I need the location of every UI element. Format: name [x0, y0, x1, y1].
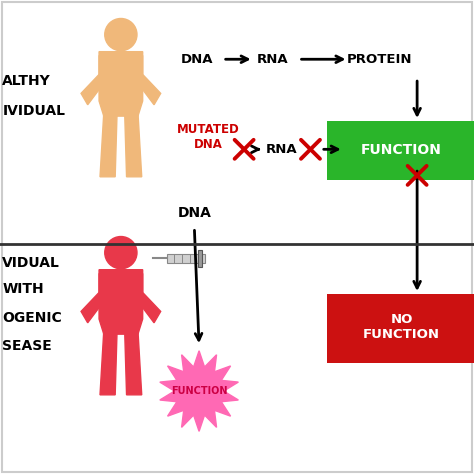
Polygon shape	[99, 270, 143, 334]
Text: RNA: RNA	[266, 143, 298, 156]
Polygon shape	[99, 52, 143, 116]
Text: FUNCTION: FUNCTION	[361, 143, 442, 157]
Text: WITH: WITH	[2, 282, 44, 296]
Text: FUNCTION: FUNCTION	[171, 386, 228, 396]
Text: PROTEIN: PROTEIN	[346, 143, 412, 156]
FancyBboxPatch shape	[327, 121, 474, 180]
Polygon shape	[81, 273, 105, 323]
Polygon shape	[125, 330, 142, 395]
Text: IVIDUAL: IVIDUAL	[2, 104, 65, 118]
Circle shape	[105, 237, 137, 269]
Polygon shape	[137, 55, 161, 105]
Text: DNA: DNA	[181, 53, 213, 66]
Text: VIDUAL: VIDUAL	[2, 256, 60, 270]
Text: SEASE: SEASE	[2, 339, 52, 353]
Polygon shape	[100, 330, 117, 395]
Text: OGENIC: OGENIC	[2, 310, 62, 325]
Text: NO
FUNCTION: NO FUNCTION	[363, 313, 440, 341]
Polygon shape	[81, 55, 105, 105]
Polygon shape	[137, 273, 161, 323]
Text: MUTATED
DNA: MUTATED DNA	[177, 123, 240, 152]
Text: RNA: RNA	[257, 53, 288, 66]
Text: DNA: DNA	[177, 206, 211, 220]
FancyBboxPatch shape	[167, 254, 205, 263]
FancyBboxPatch shape	[327, 294, 474, 363]
Polygon shape	[100, 112, 117, 177]
Polygon shape	[160, 351, 238, 431]
Text: ALTHY: ALTHY	[2, 73, 51, 88]
FancyBboxPatch shape	[198, 250, 202, 267]
Text: PROTEIN: PROTEIN	[346, 53, 412, 66]
Polygon shape	[125, 112, 142, 177]
Circle shape	[105, 18, 137, 51]
